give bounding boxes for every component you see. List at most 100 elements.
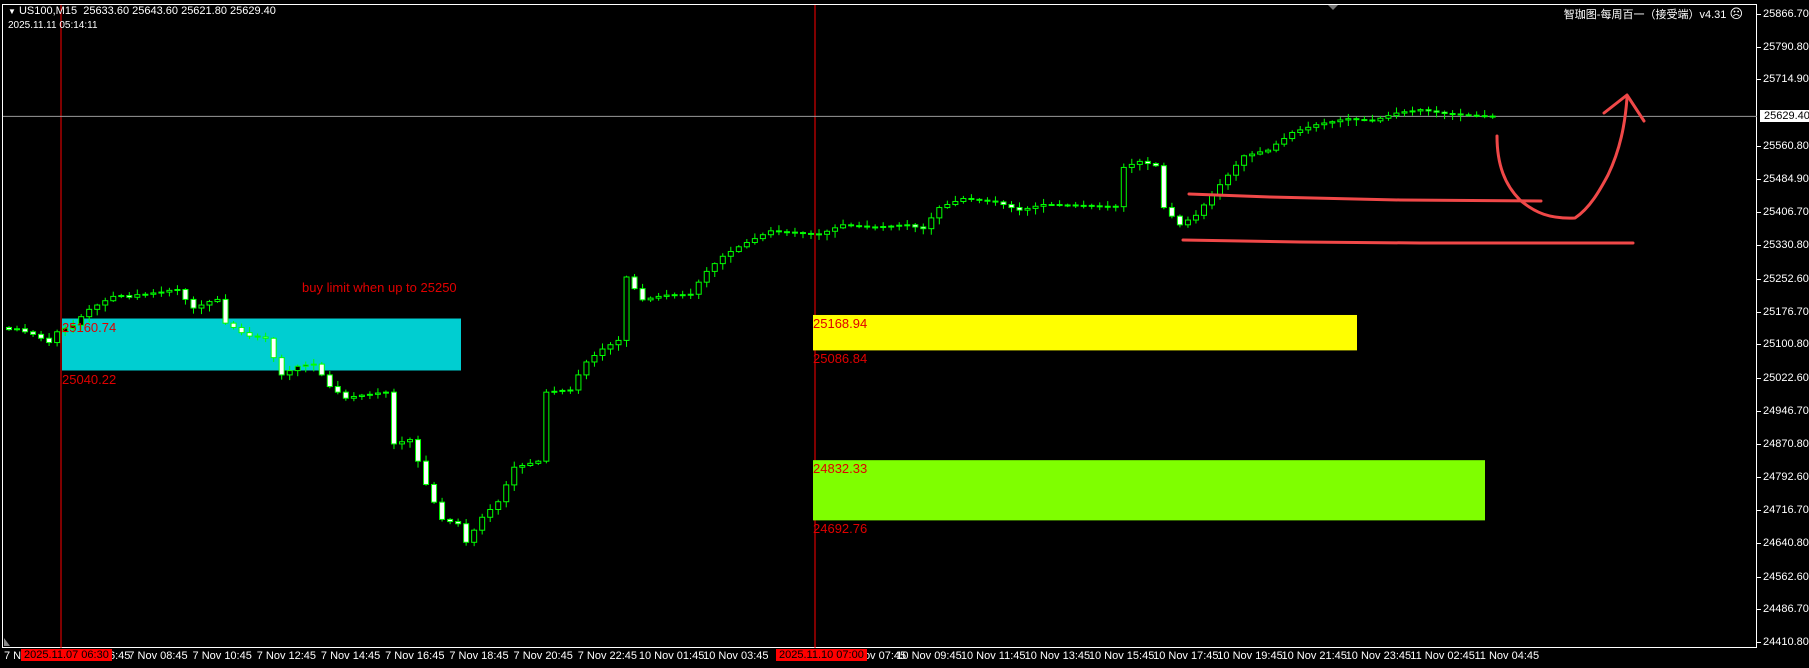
candle (992, 196, 999, 206)
candle-body (799, 232, 806, 235)
candle (880, 222, 887, 231)
zone-bottom-label: 24692.76 (813, 521, 868, 537)
candle (1321, 118, 1328, 130)
candle (350, 392, 357, 402)
candle (366, 391, 373, 400)
candle (54, 329, 61, 347)
current-price-label: 25629.40 (1760, 110, 1809, 123)
price-tick (1757, 378, 1761, 380)
candle-body (936, 207, 943, 219)
candle-body (864, 225, 871, 228)
candle-body (134, 294, 141, 298)
candle (1048, 201, 1055, 207)
candle-body (30, 331, 37, 335)
candle-body (848, 224, 855, 227)
price-label: 25790.80 (1763, 40, 1809, 53)
candle-body (1401, 111, 1408, 114)
candle (1249, 151, 1256, 163)
candle-body (1337, 119, 1344, 123)
candle (1393, 107, 1400, 119)
candle (743, 239, 750, 249)
candle-body (415, 439, 422, 462)
candle (920, 223, 927, 235)
candle (535, 459, 542, 466)
price-label: 24486.70 (1763, 603, 1809, 616)
candle-body (1209, 194, 1215, 206)
dropdown-triangle-icon[interactable]: ▼ (8, 7, 16, 16)
chart-frame[interactable] (2, 4, 1757, 648)
candle-body (1040, 204, 1047, 207)
candle-body (816, 233, 823, 236)
candle (447, 518, 454, 525)
candle (22, 324, 29, 334)
candle (302, 361, 309, 373)
candle-body (423, 460, 430, 485)
candle-body (1120, 166, 1127, 208)
candle-body (222, 298, 229, 324)
candle (214, 295, 221, 303)
candle-body (944, 204, 951, 209)
candle-body (775, 230, 782, 233)
time-label: 10 Nov 15:45 (1088, 650, 1155, 662)
candle (30, 330, 37, 337)
price-label: 24792.60 (1763, 471, 1809, 484)
price-tick (1757, 46, 1761, 48)
candle (928, 212, 935, 235)
time-label: 10 Nov 13:45 (1024, 650, 1091, 662)
price-tick (1757, 145, 1761, 147)
candle (1072, 201, 1079, 208)
candle (70, 319, 77, 334)
candle-body (1369, 119, 1376, 122)
candle (503, 481, 510, 508)
price-label: 25560.80 (1763, 139, 1809, 152)
time-label: 10 Nov 23:45 (1345, 650, 1412, 662)
candle-body (880, 226, 887, 229)
candle (655, 292, 662, 301)
candle-body (439, 501, 446, 520)
candle-body (1168, 207, 1175, 217)
candle (487, 504, 494, 522)
candle-body (1409, 110, 1416, 113)
candle-body (398, 441, 405, 445)
candle (1008, 201, 1015, 213)
candle-body (278, 357, 285, 376)
price-label: 24410.80 (1763, 636, 1809, 648)
candle (952, 195, 959, 207)
price-tick (1757, 576, 1761, 578)
candle (1265, 148, 1272, 154)
candle-body (286, 370, 293, 376)
candle (639, 283, 646, 302)
candle-body (1008, 204, 1015, 209)
candle-body (1281, 138, 1288, 145)
candle (703, 267, 710, 288)
candle-body (1192, 214, 1199, 221)
time-label: 11 Nov 02:45 (1410, 650, 1475, 662)
price-label: 25022.60 (1763, 372, 1809, 385)
candle (1377, 116, 1384, 124)
candle (78, 314, 85, 331)
candle (1369, 114, 1376, 123)
candle (415, 435, 422, 468)
candle (118, 293, 125, 299)
candle-body (687, 293, 694, 296)
candle (182, 288, 189, 305)
candle (872, 224, 879, 231)
drawn-curve-arrow (1495, 96, 1629, 220)
candle-body (318, 363, 325, 376)
price-tick (1757, 245, 1761, 247)
candle (1297, 126, 1304, 136)
crosshair-time-highlight: 2025.11.07 06:30 (21, 649, 112, 661)
candle (254, 333, 261, 341)
candle (824, 229, 831, 241)
candle (1184, 216, 1191, 228)
candle (1144, 157, 1151, 171)
price-label: 25252.60 (1763, 272, 1809, 285)
candle-body (382, 391, 389, 394)
candle-body (206, 301, 213, 306)
candle (840, 219, 847, 230)
candle (799, 231, 806, 239)
candle (206, 299, 213, 312)
candle-body (1481, 115, 1488, 118)
candle-body (110, 295, 117, 302)
